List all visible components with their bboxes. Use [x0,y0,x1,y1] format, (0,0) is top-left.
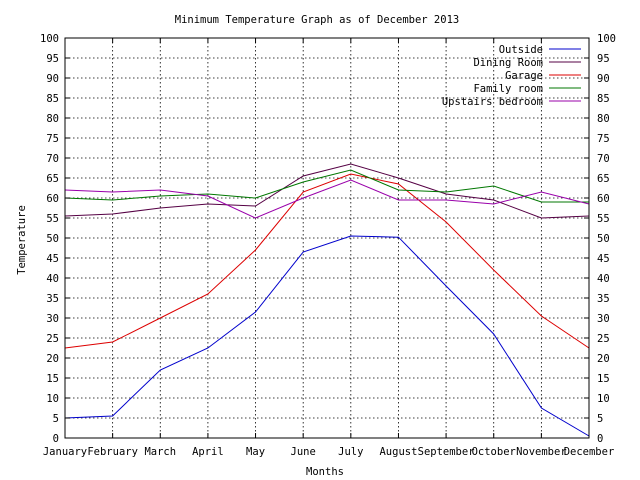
y-tick-label-right: 10 [597,393,610,405]
y-tick-label-left: 50 [46,233,59,245]
x-tick-label: July [338,446,363,458]
y-tick-label-right: 40 [597,273,610,285]
y-tick-label-right: 100 [597,33,616,45]
y-axis-label: Temperature [16,205,28,275]
x-tick-label: June [291,446,316,458]
y-tick-label-right: 15 [597,373,610,385]
y-tick-label-left: 65 [46,173,59,185]
y-tick-label-left: 100 [40,33,59,45]
y-tick-label-right: 35 [597,293,610,305]
y-tick-label-right: 5 [597,413,603,425]
y-tick-label-left: 95 [46,53,59,65]
y-tick-label-right: 75 [597,133,610,145]
y-tick-label-right: 45 [597,253,610,265]
y-tick-label-right: 85 [597,93,610,105]
x-tick-label: January [43,446,87,458]
y-tick-label-left: 5 [53,413,59,425]
y-tick-label-right: 20 [597,353,610,365]
x-tick-label: February [87,446,138,458]
y-tick-label-left: 30 [46,313,59,325]
y-tick-label-right: 50 [597,233,610,245]
series-lines [64,163,590,437]
y-tick-label-right: 80 [597,113,610,125]
series-line-3 [64,169,589,203]
y-tick-label-left: 15 [46,373,59,385]
legend-label: Outside [499,44,543,56]
x-tick-label: December [564,446,615,458]
plot-frame [64,37,590,439]
y-tick-label-left: 45 [46,253,59,265]
series-line-1 [64,163,590,219]
y-tick-label-right: 30 [597,313,610,325]
y-tick-label-left: 85 [46,93,59,105]
grid-lines [65,38,589,438]
y-tick-label-left: 70 [46,153,59,165]
x-tick-label: November [516,446,567,458]
legend-label: Family room [473,83,543,95]
legend-label: Dining Room [473,57,543,69]
x-axis-label: Months [306,466,344,478]
y-tick-label-right: 65 [597,173,610,185]
x-tick-label: May [246,446,265,458]
x-tick-label: September [418,446,475,458]
legend-label: Upstairs bedroom [442,96,543,108]
y-tick-label-right: 70 [597,153,610,165]
x-tick-label: March [144,446,176,458]
y-tick-label-right: 90 [597,73,610,85]
y-tick-label-left: 0 [53,433,59,445]
y-tick-label-left: 35 [46,293,59,305]
y-tick-label-left: 25 [46,333,59,345]
series-line-2 [64,173,590,349]
x-tick-label: August [379,446,417,458]
y-tick-label-left: 20 [46,353,59,365]
series-line-4 [64,179,590,219]
y-tick-label-left: 90 [46,73,59,85]
x-tick-label: April [192,446,224,458]
x-tick-label: October [472,446,516,458]
y-tick-label-right: 55 [597,213,610,225]
chart-title: Minimum Temperature Graph as of December… [175,14,459,26]
y-tick-label-right: 95 [597,53,610,65]
y-tick-label-right: 25 [597,333,610,345]
y-tick-label-left: 10 [46,393,59,405]
y-tick-label-left: 60 [46,193,59,205]
y-tick-label-right: 60 [597,193,610,205]
y-tick-label-left: 55 [46,213,59,225]
y-tick-label-right: 0 [597,433,603,445]
y-tick-label-left: 40 [46,273,59,285]
series-line-0 [64,235,590,437]
y-tick-label-left: 75 [46,133,59,145]
y-tick-label-left: 80 [46,113,59,125]
legend-label: Garage [505,70,543,82]
